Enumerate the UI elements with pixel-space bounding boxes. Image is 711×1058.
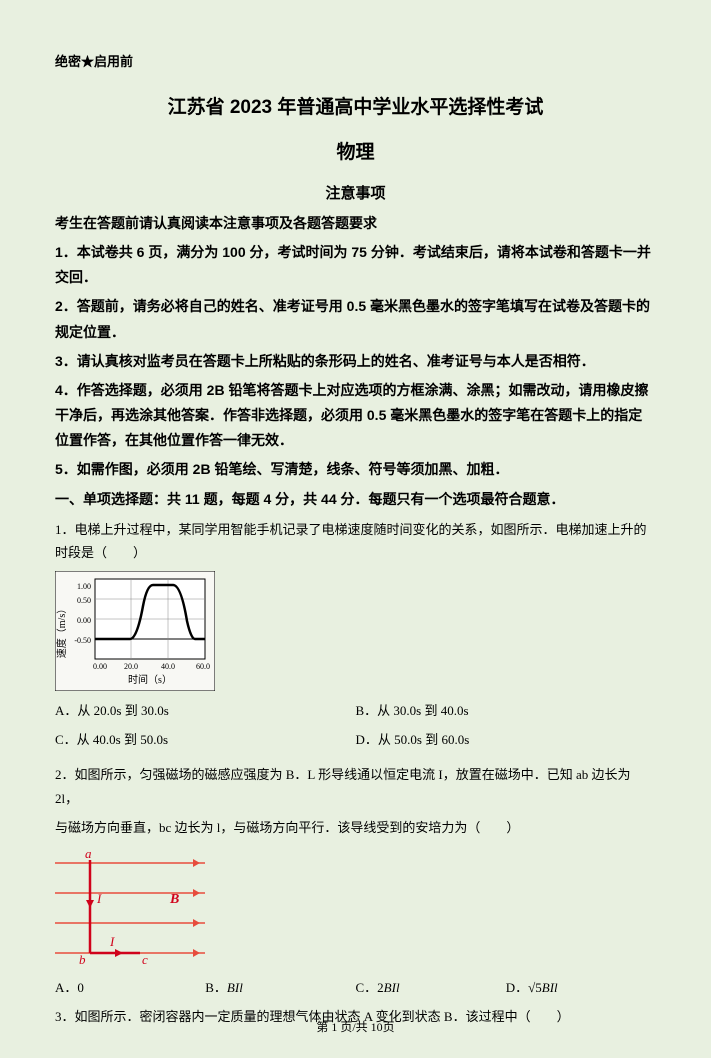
- instruction-4: 4．作答选择题，必须用 2B 铅笔将答题卡上对应选项的方框涂满、涂黑；如需改动，…: [55, 378, 656, 454]
- q1-option-a: A．从 20.0s 到 30.0s: [55, 699, 356, 722]
- svg-text:I: I: [109, 934, 115, 949]
- svg-text:速度（m/s）: 速度（m/s）: [55, 603, 68, 657]
- svg-text:-0.50: -0.50: [74, 636, 91, 645]
- svg-text:B: B: [169, 892, 179, 907]
- instruction-0: 考生在答题前请认真阅读本注意事项及各题答题要求: [55, 211, 656, 236]
- svg-text:1.00: 1.00: [77, 582, 91, 591]
- instruction-5: 5．如需作图，必须用 2B 铅笔绘、写清楚，线条、符号等须加黑、加粗．: [55, 457, 656, 482]
- svg-text:I: I: [96, 891, 102, 906]
- svg-text:20.0: 20.0: [124, 662, 138, 671]
- q2-option-b: B．BIl: [205, 976, 355, 999]
- q2-diagram: a b c I I B: [55, 848, 205, 968]
- q2-option-c: C．2BIl: [356, 976, 506, 999]
- svg-text:a: a: [85, 848, 92, 861]
- svg-text:b: b: [79, 952, 86, 967]
- svg-text:0.00: 0.00: [93, 662, 107, 671]
- title-main: 江苏省 2023 年普通高中学业水平选择性考试: [55, 91, 656, 125]
- svg-text:60.0: 60.0: [196, 662, 210, 671]
- svg-text:40.0: 40.0: [161, 662, 175, 671]
- q2-options: A．0 B．BIl C．2BIl D．√5BIl: [55, 976, 656, 999]
- section-header: 一、单项选择题：共 11 题，每题 4 分，共 44 分．每题只有一个选项最符合…: [55, 487, 656, 512]
- q2-option-a: A．0: [55, 976, 205, 999]
- instruction-1: 1．本试卷共 6 页，满分为 100 分，考试时间为 75 分钟．考试结束后，请…: [55, 240, 656, 290]
- instruction-2: 2．答题前，请务必将自己的姓名、准考证号用 0.5 毫米黑色墨水的签字笔填写在试…: [55, 294, 656, 344]
- q1-chart: 速度（m/s） 1.00 0.50 0.00 -0.50 0.00 20.0 4…: [55, 571, 215, 691]
- q1-option-d: D．从 50.0s 到 60.0s: [356, 728, 657, 751]
- svg-text:时间（s）: 时间（s）: [128, 673, 172, 686]
- svg-text:0.50: 0.50: [77, 596, 91, 605]
- instruction-3: 3．请认真核对监考员在答题卡上所粘贴的条形码上的姓名、准考证号与本人是否相符．: [55, 349, 656, 374]
- title-subject: 物理: [55, 136, 656, 170]
- confidential-label: 绝密★启用前: [55, 50, 656, 73]
- q1-option-b: B．从 30.0s 到 40.0s: [356, 699, 657, 722]
- svg-text:0.00: 0.00: [77, 616, 91, 625]
- q2-text-1: 2．如图所示，匀强磁场的磁感应强度为 B．L 形导线通以恒定电流 I，放置在磁场…: [55, 763, 656, 810]
- page-footer: 第 1 页/共 10页: [0, 1017, 711, 1039]
- q1-option-c: C．从 40.0s 到 50.0s: [55, 728, 356, 751]
- q1-text: 1．电梯上升过程中，某同学用智能手机记录了电梯速度随时间变化的关系，如图所示．电…: [55, 518, 656, 565]
- q2-option-d: D．√5BIl: [506, 976, 656, 999]
- q2-text-2: 与磁场方向垂直，bc 边长为 l，与磁场方向平行．该导线受到的安培力为（ ）: [55, 816, 656, 839]
- notice-header: 注意事项: [55, 180, 656, 207]
- exam-page: 绝密★启用前 江苏省 2023 年普通高中学业水平选择性考试 物理 注意事项 考…: [0, 0, 711, 1058]
- velocity-time-chart: 速度（m/s） 1.00 0.50 0.00 -0.50 0.00 20.0 4…: [55, 571, 215, 691]
- q1-options: A．从 20.0s 到 30.0s B．从 30.0s 到 40.0s C．从 …: [55, 699, 656, 758]
- magnetic-field-diagram: a b c I I B: [55, 848, 205, 968]
- svg-text:c: c: [142, 952, 148, 967]
